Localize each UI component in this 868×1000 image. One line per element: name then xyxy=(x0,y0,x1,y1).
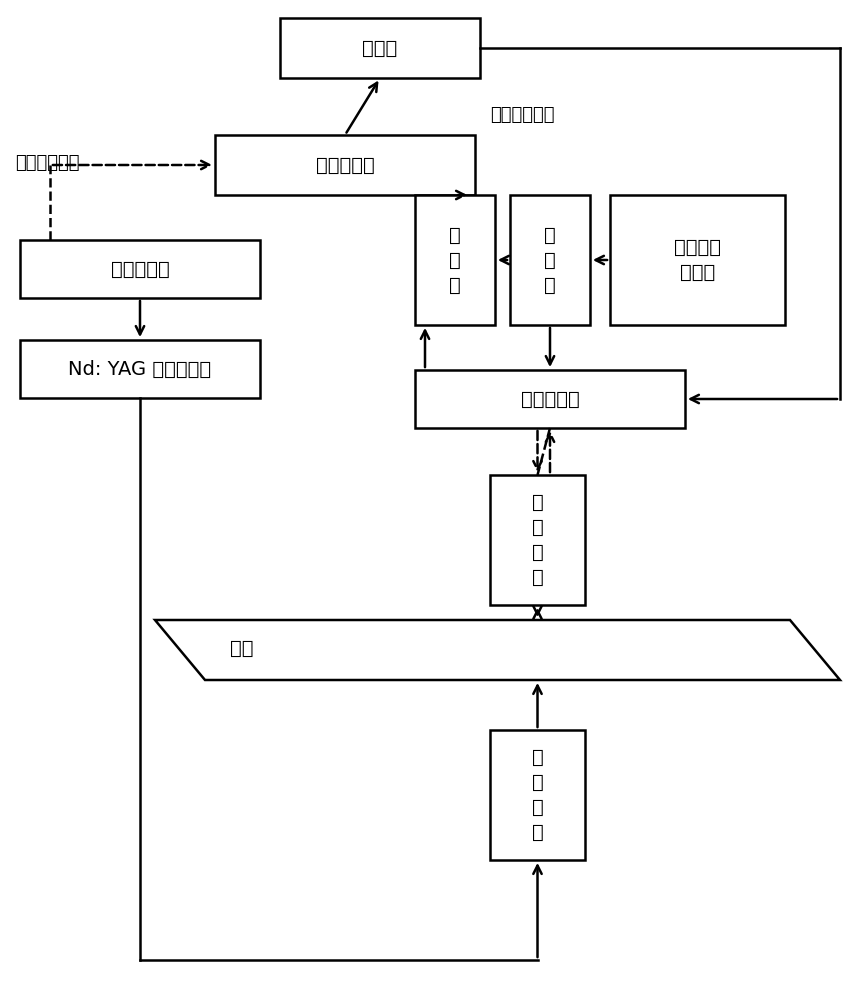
Text: 计算机: 计算机 xyxy=(362,38,398,57)
Text: 铝板: 铝板 xyxy=(230,639,253,658)
Text: 运动控制轴: 运动控制轴 xyxy=(521,389,579,408)
Text: 连续脉冲
激光器: 连续脉冲 激光器 xyxy=(674,238,721,282)
Bar xyxy=(490,730,585,860)
Bar xyxy=(215,135,475,195)
Text: Nd: YAG 脉冲激光器: Nd: YAG 脉冲激光器 xyxy=(69,360,212,378)
Bar xyxy=(20,240,260,298)
Text: 激
励
探
头: 激 励 探 头 xyxy=(531,748,543,842)
Bar xyxy=(280,18,480,78)
Bar xyxy=(415,195,495,325)
Bar xyxy=(415,370,685,428)
Text: 激光超声信号: 激光超声信号 xyxy=(490,106,555,124)
Text: 数字示波器: 数字示波器 xyxy=(316,155,374,174)
Text: 分
光
器: 分 光 器 xyxy=(544,226,556,294)
Bar xyxy=(490,475,585,605)
Polygon shape xyxy=(155,620,840,680)
Bar xyxy=(510,195,590,325)
Text: 同步触发信号: 同步触发信号 xyxy=(15,154,80,172)
Text: 接
收
探
头: 接 收 探 头 xyxy=(531,493,543,587)
Bar xyxy=(610,195,785,325)
Text: 激光控制器: 激光控制器 xyxy=(110,259,169,278)
Text: 解
调
器: 解 调 器 xyxy=(449,226,461,294)
Bar xyxy=(20,340,260,398)
